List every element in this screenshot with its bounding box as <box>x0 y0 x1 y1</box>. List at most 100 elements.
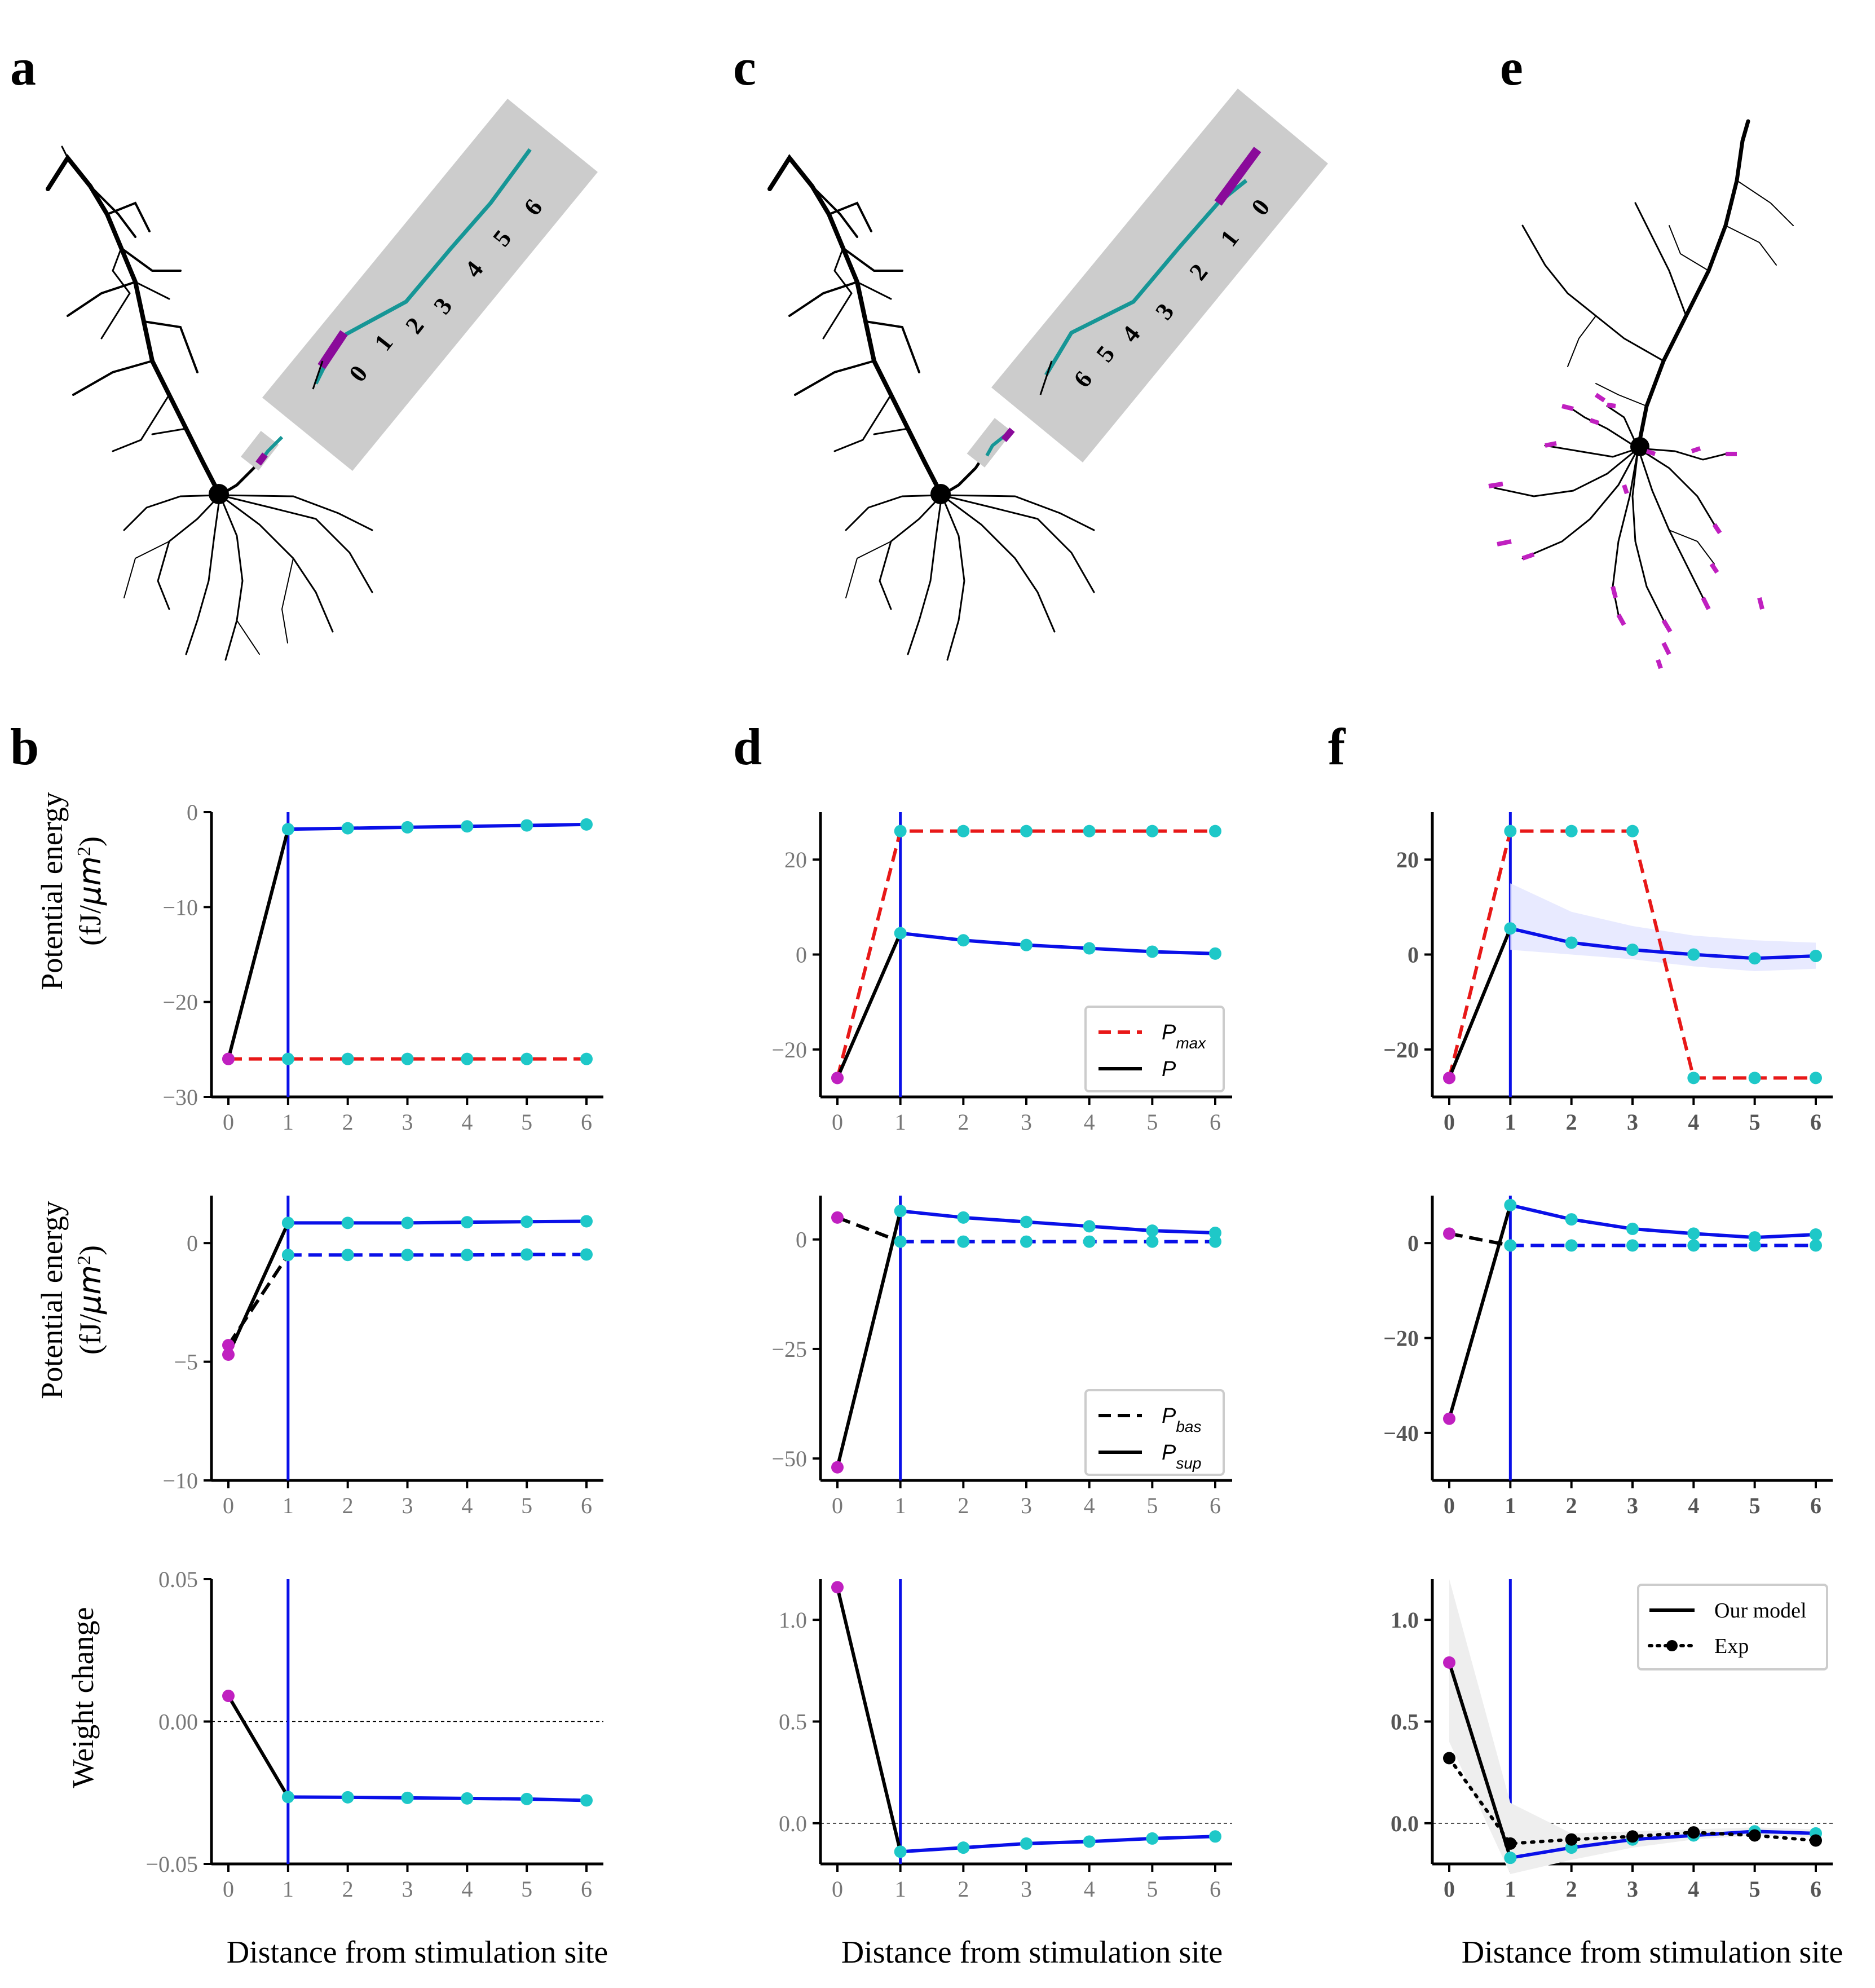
y-tick-label: 0 <box>187 800 198 825</box>
legend-f3-item-0: Our model <box>1714 1599 1807 1623</box>
x-tick-label: 3 <box>402 1493 413 1518</box>
data-point <box>520 1215 533 1228</box>
panel-letter-d: d <box>733 718 762 775</box>
segment-origin <box>227 1254 290 1346</box>
x-tick-label: 5 <box>1749 1109 1761 1135</box>
data-point <box>1810 1228 1822 1241</box>
data-point <box>957 934 970 947</box>
data-point <box>1565 825 1578 837</box>
data-point <box>957 825 970 837</box>
x-tick-label: 6 <box>1210 1876 1221 1902</box>
data-point <box>1443 1412 1455 1425</box>
inset-source-box-c <box>967 418 1013 468</box>
data-point <box>1443 1656 1455 1669</box>
data-point <box>401 1249 414 1262</box>
legend-d1-item-1: P <box>1162 1057 1176 1081</box>
data-point <box>1687 1826 1700 1839</box>
x-tick-label: 3 <box>402 1876 413 1902</box>
xlabel-d: Distance from stimulation site <box>841 1935 1223 1970</box>
x-tick-label: 2 <box>342 1109 354 1135</box>
data-point <box>1626 1830 1639 1843</box>
data-point <box>401 1216 414 1229</box>
data-point <box>1565 1239 1578 1252</box>
data-point <box>1020 938 1033 951</box>
x-tick-label: 3 <box>1627 1109 1638 1135</box>
x-tick-label: 1 <box>283 1876 294 1902</box>
legend-f3-item-1: Exp <box>1714 1634 1749 1658</box>
data-point <box>461 1792 474 1805</box>
uncertainty-band <box>1510 883 1816 971</box>
data-point <box>1209 1235 1221 1248</box>
data-point <box>1146 1832 1159 1845</box>
series-line-1 <box>900 931 1216 955</box>
series-line-0 <box>1510 1203 1816 1240</box>
y-tick-label: 0.5 <box>1391 1709 1419 1735</box>
data-point <box>222 1052 235 1065</box>
data-point <box>1626 1222 1639 1235</box>
data-point <box>401 1791 414 1804</box>
data-point <box>1626 944 1639 956</box>
data-point <box>1083 1220 1096 1233</box>
x-tick-label: 6 <box>1210 1109 1221 1135</box>
x-tick-label: 3 <box>1627 1493 1638 1518</box>
x-tick-label: 1 <box>283 1109 294 1135</box>
data-point <box>831 1461 844 1474</box>
x-tick-label: 4 <box>1688 1109 1699 1135</box>
data-point <box>341 1791 354 1804</box>
data-point <box>1146 825 1159 837</box>
data-point <box>281 823 294 836</box>
x-tick-label: 5 <box>1749 1493 1761 1518</box>
data-point <box>1020 1215 1033 1228</box>
legend-d1-item-0: Pmax <box>1162 1021 1206 1052</box>
data-point <box>580 818 593 831</box>
x-tick-label: 2 <box>958 1493 969 1518</box>
x-tick-label: 0 <box>832 1876 843 1902</box>
x-tick-label: 2 <box>342 1493 354 1518</box>
data-point <box>520 819 533 832</box>
x-tick-label: 2 <box>342 1876 354 1902</box>
y-tick-label: −50 <box>771 1446 807 1471</box>
xlabel-b: Distance from stimulation site <box>227 1935 608 1970</box>
series-line-0 <box>900 1209 1216 1235</box>
data-point <box>1443 1072 1455 1085</box>
y-tick-label: 0 <box>187 1231 198 1256</box>
data-point <box>1687 1072 1700 1085</box>
data-point <box>281 1052 294 1065</box>
data-point <box>1504 825 1517 837</box>
x-tick-label: 5 <box>1749 1876 1761 1902</box>
segment-origin <box>836 1586 902 1853</box>
data-point <box>1810 1072 1822 1085</box>
data-point <box>520 1052 533 1065</box>
y-tick-label: 0.05 <box>158 1567 198 1592</box>
x-tick-label: 3 <box>402 1109 413 1135</box>
y-tick-label: 0 <box>796 1227 807 1253</box>
segment-origin <box>836 932 902 1079</box>
data-point <box>520 1248 533 1261</box>
data-point <box>461 1216 474 1229</box>
y-tick-label: 20 <box>784 847 807 872</box>
row1-ylabel-line2: (fJ/μm2) <box>72 836 108 946</box>
data-point <box>341 822 354 835</box>
data-point <box>1504 1837 1517 1850</box>
y-tick-label: −20 <box>1383 1326 1419 1351</box>
data-point <box>1687 948 1700 961</box>
x-tick-label: 3 <box>1021 1109 1032 1135</box>
data-point <box>281 1791 294 1804</box>
series-line-0 <box>1510 1830 1816 1860</box>
legend-f3: Our model Exp <box>1637 1584 1828 1670</box>
data-point <box>1209 947 1221 960</box>
chart-d2: 0 −25 −50 0 1 2 3 4 5 6 <box>771 1196 1232 1518</box>
segment-origin <box>1448 1661 1512 1859</box>
x-tick-label: 0 <box>223 1493 234 1518</box>
y-tick-label: −20 <box>771 1037 807 1063</box>
x-tick-label: 4 <box>1688 1493 1699 1518</box>
data-point <box>1083 1235 1096 1248</box>
data-point <box>1565 936 1578 949</box>
chart-b2: 0 −5 −10 0 1 2 3 4 5 6 <box>162 1196 603 1518</box>
x-tick-label: 0 <box>1444 1493 1455 1518</box>
row2-ylabel-line1: Potential energy <box>35 1201 69 1399</box>
series-line-1 <box>1510 927 1816 960</box>
data-point <box>461 1249 474 1262</box>
legend-d1: Pmax P <box>1084 1006 1225 1092</box>
x-tick-label: 0 <box>1444 1109 1455 1135</box>
